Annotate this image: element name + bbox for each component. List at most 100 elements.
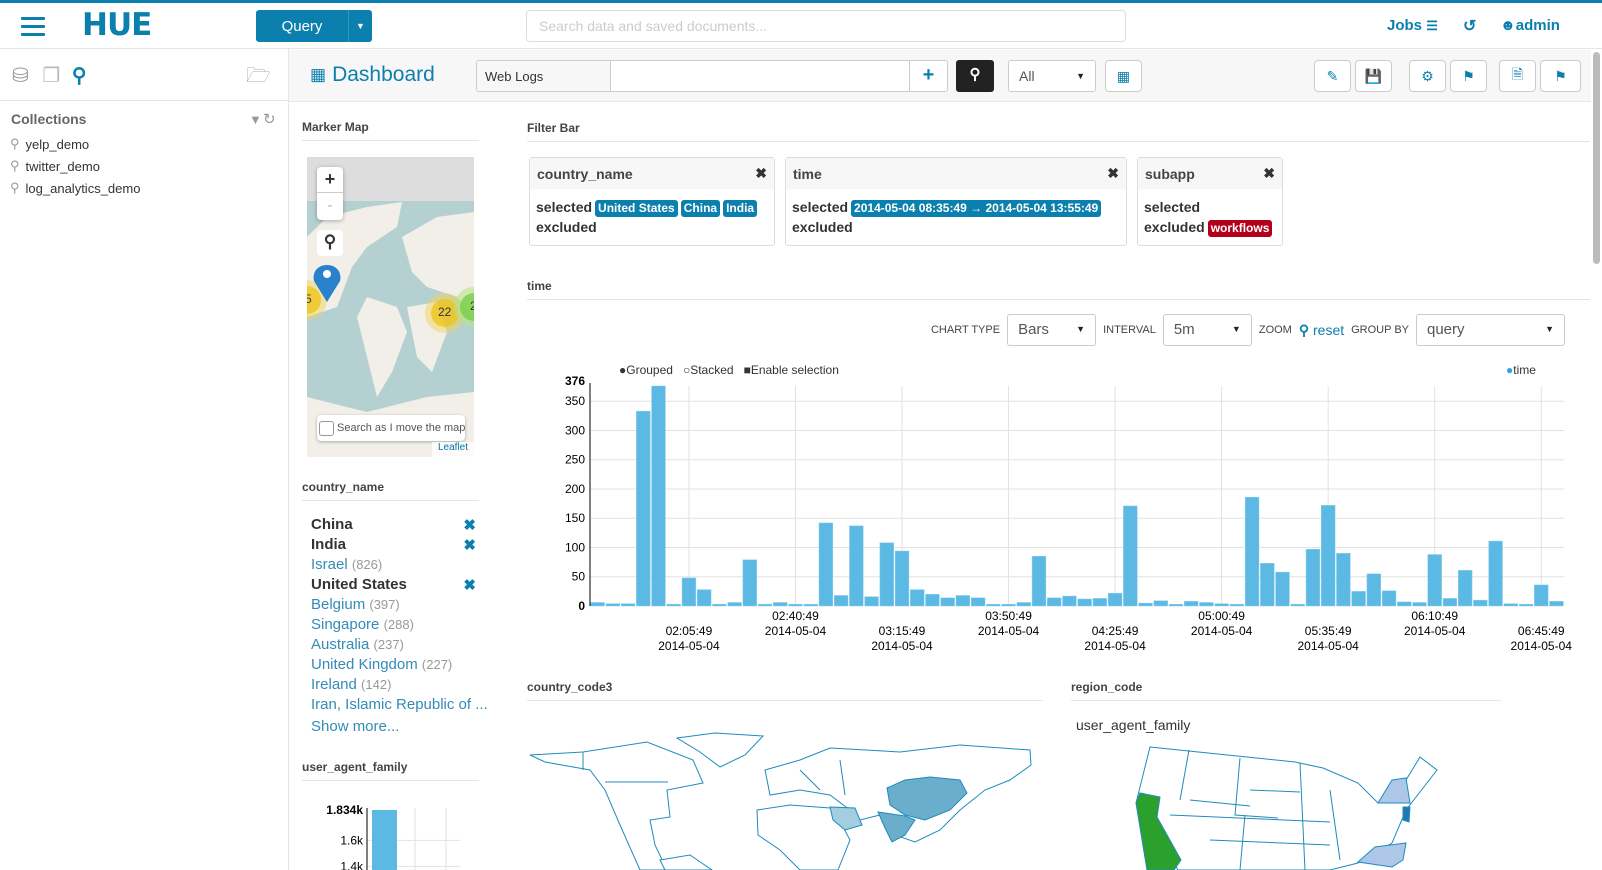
remove-filter-icon[interactable]: ✖ (463, 517, 476, 534)
bar-04:55:49[interactable] (1199, 602, 1214, 607)
bar-03:30:49[interactable] (940, 597, 955, 607)
bar-01:50:49[interactable] (636, 410, 651, 607)
folder-icon[interactable]: 🗁 (246, 65, 271, 87)
bar-06:30:49[interactable] (1488, 540, 1503, 607)
bar-06:20:49[interactable] (1457, 570, 1473, 607)
cluster-count[interactable]: 22 (438, 305, 452, 319)
bar-05:00:49[interactable] (1214, 603, 1229, 607)
collection-item[interactable]: ⚲ log_analytics_demo (10, 180, 140, 196)
selected-value-tag[interactable]: 2014-05-04 08:35:49 → 2014-05-04 13:55:4… (851, 200, 1102, 217)
documents-icon[interactable]: ❐ (42, 65, 61, 87)
settings-button[interactable]: ⚙ (1409, 60, 1446, 92)
bar-04:15:49[interactable] (1077, 598, 1092, 607)
bar-04:00:49[interactable] (1031, 556, 1047, 607)
bar-03:10:49[interactable] (879, 542, 894, 607)
bar-02:05:49[interactable] (681, 577, 697, 607)
bar-04:30:49[interactable] (1123, 505, 1138, 607)
bar-03:50:49[interactable] (1001, 603, 1016, 607)
facet-item[interactable]: China ✖ (311, 516, 476, 534)
bar-04:40:49[interactable] (1153, 600, 1168, 607)
show-more-link[interactable]: Show more... (311, 718, 476, 735)
calendar-button[interactable]: ▦ (1105, 60, 1142, 92)
bar-06:10:49[interactable] (1427, 554, 1442, 607)
bar-04:50:49[interactable] (1184, 601, 1199, 607)
bar-06:05:49[interactable] (1412, 602, 1427, 607)
us-choropleth-map[interactable] (1120, 740, 1450, 870)
filter-icon[interactable]: ▼ (249, 112, 262, 127)
query-button[interactable]: Query ▼ (256, 10, 372, 42)
marker-map[interactable]: 5 22 2 + - ⚲ Search as I move the map Le… (307, 157, 474, 457)
bar[interactable] (372, 810, 397, 870)
close-icon[interactable]: ✖ (1263, 165, 1275, 181)
bar-05:35:49[interactable] (1321, 505, 1336, 607)
excluded-value-tag[interactable]: workflows (1207, 220, 1273, 237)
query-input[interactable] (611, 60, 910, 92)
add-query-button[interactable]: + (909, 60, 948, 92)
stacked-radio[interactable]: ○Stacked (683, 363, 734, 377)
bar-02:30:49[interactable] (757, 603, 773, 607)
collection-item[interactable]: ⚲ yelp_demo (10, 136, 89, 152)
selected-value-tag[interactable]: China (680, 200, 721, 217)
bar-05:55:49[interactable] (1381, 590, 1397, 607)
facet-item[interactable]: Australia (237) (311, 636, 476, 653)
edit-button[interactable]: ✎ (1314, 60, 1351, 92)
facet-item[interactable]: Ireland (142) (311, 676, 476, 693)
bar-01:45:49[interactable] (620, 603, 636, 607)
bar-01:55:49[interactable] (651, 385, 666, 607)
bar-04:25:49[interactable] (1107, 592, 1123, 607)
grouped-radio[interactable]: ●Grouped (619, 363, 673, 377)
bar-03:45:49[interactable] (986, 603, 1001, 607)
bar-05:40:49[interactable] (1336, 553, 1351, 607)
facet-item[interactable]: India ✖ (311, 536, 476, 554)
bar-05:05:49[interactable] (1229, 603, 1245, 607)
bar-02:35:49[interactable] (773, 602, 788, 607)
facet-item[interactable]: United States ✖ (311, 576, 476, 594)
selected-value-tag[interactable]: United States (595, 200, 678, 217)
search-button[interactable]: ⚲ (956, 60, 994, 92)
bar-03:40:49[interactable] (970, 597, 986, 607)
interval-select[interactable]: 5m ▼ (1162, 314, 1252, 346)
collection-item[interactable]: ⚲ twitter_demo (10, 158, 100, 174)
bar-02:15:49[interactable] (712, 603, 727, 607)
bar-01:40:49[interactable] (605, 603, 620, 607)
refresh-icon[interactable]: ↻ (263, 111, 276, 128)
group-by-select[interactable]: query ▼ (1416, 314, 1565, 346)
bar-05:30:49[interactable] (1305, 548, 1321, 607)
bar-02:40:49[interactable] (788, 603, 803, 607)
bar-06:50:49[interactable] (1549, 601, 1564, 607)
hue-logo[interactable]: HUE (82, 7, 152, 43)
close-icon[interactable]: ✖ (755, 165, 767, 181)
bar-06:15:49[interactable] (1442, 598, 1458, 607)
bar-02:10:49[interactable] (696, 589, 712, 607)
bar-03:05:49[interactable] (864, 596, 879, 607)
bar-03:15:49[interactable] (894, 550, 910, 607)
bar-02:55:49[interactable] (833, 595, 849, 607)
collection-selector[interactable]: Web Logs (476, 60, 611, 92)
bar-05:20:49[interactable] (1275, 571, 1290, 607)
remove-filter-icon[interactable]: ✖ (463, 577, 476, 594)
bar-02:00:49[interactable] (666, 603, 681, 607)
facet-item[interactable]: United Kingdom (227) (311, 656, 476, 673)
leaflet-attribution[interactable]: Leaflet (432, 442, 474, 457)
bar-03:00:49[interactable] (849, 525, 864, 607)
bar-02:45:49[interactable] (803, 603, 818, 607)
bar-04:20:49[interactable] (1092, 598, 1108, 607)
bar-02:20:49[interactable] (727, 602, 742, 607)
database-icon[interactable]: ⛁ (12, 65, 29, 87)
page-scrollbar[interactable] (1593, 52, 1600, 264)
history-icon[interactable]: ↺ (1463, 18, 1477, 35)
selected-value-tag[interactable]: India (723, 200, 758, 217)
bar-06:45:49[interactable] (1534, 584, 1549, 607)
bar-03:35:49[interactable] (955, 595, 971, 607)
zoom-out-button[interactable]: - (327, 197, 333, 214)
bar-06:25:49[interactable] (1473, 599, 1488, 607)
bar-05:45:49[interactable] (1351, 591, 1366, 607)
bar-06:35:49[interactable] (1503, 603, 1518, 607)
bar-02:25:49[interactable] (742, 559, 757, 607)
bar-04:05:49[interactable] (1047, 597, 1062, 607)
facet-item[interactable]: Iran, Islamic Republic of ... (311, 696, 488, 713)
bar-03:55:49[interactable] (1016, 602, 1031, 607)
jobs-link[interactable]: Jobs ☰ (1387, 17, 1438, 34)
world-choropleth-map[interactable] (520, 720, 1050, 870)
bar-04:35:49[interactable] (1138, 602, 1153, 607)
